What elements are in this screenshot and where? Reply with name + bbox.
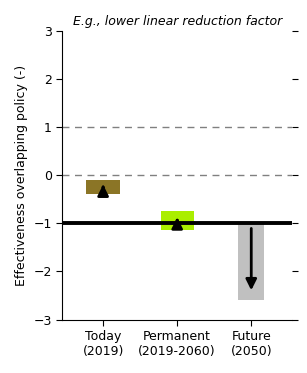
- Title: E.g., lower linear reduction factor: E.g., lower linear reduction factor: [72, 15, 282, 28]
- Bar: [161, 211, 194, 231]
- Y-axis label: Effectiveness overlapping policy (-): Effectiveness overlapping policy (-): [15, 65, 28, 286]
- Bar: [87, 180, 120, 194]
- Bar: [238, 223, 264, 300]
